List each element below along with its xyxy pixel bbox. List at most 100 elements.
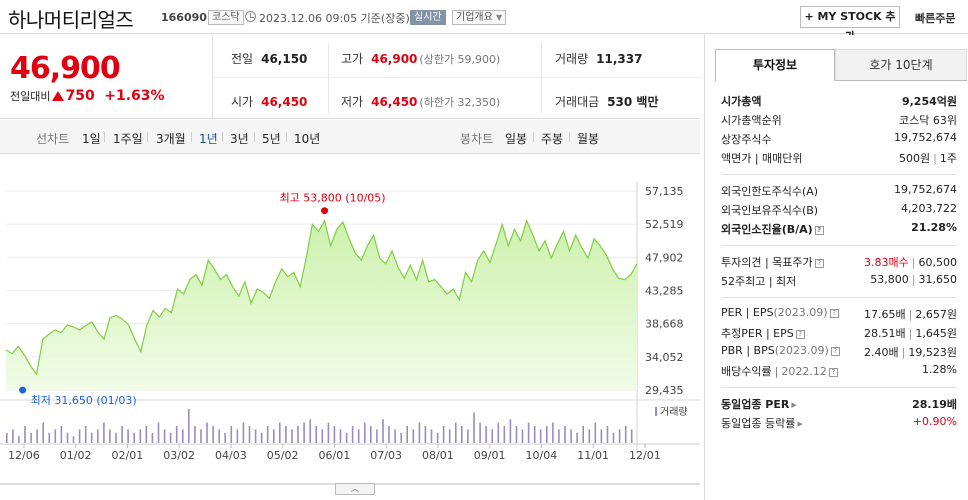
volume-bar [376,429,378,443]
volume-bar [546,426,548,443]
tab-1y[interactable]: 1년 [199,132,218,146]
y-tick-label: 38,668 [645,318,684,331]
low-price: 저가 46,450 (하한가 32,350) [341,95,501,109]
help-icon[interactable]: ? [829,309,839,318]
cap-rank-row: 시가총액순위 코스닥 63위 [721,114,957,127]
tab-5y[interactable]: 5년 [262,132,281,146]
volume-bar [606,426,609,443]
chart-collapse-button[interactable]: ︿ [335,483,375,495]
company-info-dropdown[interactable]: 기업개요 ▼ [452,10,507,25]
volume-bar [6,432,8,443]
up-triangle-icon [52,91,65,101]
est-per-row: 추정PER | EPS? 28.51배 | 1,645원 [721,327,957,340]
tab-invest-info[interactable]: 투자정보 [715,49,835,81]
volume-bar [66,432,69,443]
volume-bar [618,429,621,443]
volume-bar [430,429,433,443]
volume-bar [78,429,81,443]
volume-bar [351,426,354,443]
volume-bar [533,426,536,443]
sector-per-row[interactable]: 동일업종 PER ▶ 28.19배 [721,398,957,411]
volume-bar [115,432,117,443]
volume-bar [339,429,342,443]
volume-bar [84,426,87,443]
x-tick-label: 02/01 [112,449,144,462]
tab-monthly[interactable]: 월봉 [577,132,600,146]
volume-bar [455,422,457,443]
volume-bar [521,429,524,443]
volume-bar [42,422,44,443]
help-icon[interactable]: ? [830,347,840,356]
tab-3y[interactable]: 3년 [230,132,249,146]
volume-bar [576,432,578,443]
stock-name: 하나머티리얼즈 [8,8,134,32]
tab-3m[interactable]: 3개월 [156,132,186,146]
help-icon[interactable]: ? [828,368,838,377]
divider [254,132,255,142]
volume-bar [24,426,26,443]
x-tick-label: 06/01 [319,449,351,462]
prev-close: 전일 46,150 [231,52,308,66]
volume-bar [279,422,281,443]
price-chart: 57,135 52,519 47,902 43,285 38,668 34,052 29,4… [0,154,700,500]
tab-1w[interactable]: 1주일 [113,132,143,146]
volume-bar [582,426,584,443]
volume-bar [218,429,220,443]
tab-10y[interactable]: 10년 [294,132,321,146]
volume-bar [163,429,166,443]
volume-bar [327,422,330,443]
volume-bar [285,426,287,443]
volume-bar [309,419,311,443]
volume-bar [273,429,275,443]
volume-bar [600,429,603,443]
volume-bar [248,426,251,443]
volume-bar [400,432,402,443]
divider [328,43,329,113]
volume-bar [418,422,421,443]
x-tick-label: 08/01 [422,449,454,462]
volume-bar [188,409,190,443]
divider [104,132,105,142]
volume-bar [479,422,481,443]
foreign-hold-row: 외국인보유주식수(B) 4,203,722 [721,202,957,217]
opinion-row: 투자의견 | 목표주가? 3.83매수 | 60,500 [721,256,957,269]
volume-bar [461,426,463,443]
volume-bar [260,432,263,443]
volume-legend-swatch [655,407,657,416]
help-icon[interactable]: ? [795,330,805,339]
volume-bar [612,432,615,443]
tab-order-book[interactable]: 호가 10단계 [835,49,967,81]
price-area [6,220,637,390]
add-my-stock-button[interactable]: + MY STOCK 추가 [800,6,900,43]
x-tick-label: 12/06 [8,449,40,462]
stock-code: 166090 [161,11,207,24]
y-tick-label: 29,435 [645,384,684,397]
volume-bar [333,426,336,443]
pbr-bps-row: PBR | BPS(2023.09)? 2.40배 | 19,523원 [721,344,957,359]
dividend-row: 배당수익률 | 2022.12? 1.28% [721,363,957,378]
volume-bar [564,426,566,443]
line-chart-label: 선차트 [36,132,70,146]
volume-bar [442,426,445,443]
volume-bar [436,432,439,443]
realtime-badge[interactable]: 실시간 [410,10,446,25]
tab-weekly[interactable]: 주봉 [541,132,564,146]
help-icon[interactable]: ? [814,259,824,268]
quick-order-button[interactable]: 빠른주문 [915,12,956,25]
caret-right-icon: ▶ [797,420,803,428]
help-icon[interactable]: ? [814,226,824,235]
listed-shares-row: 상장주식수 19,752,674 [721,131,957,146]
price-change: 전일대비 750 +1.63% [10,88,165,104]
volume-bar [121,426,123,443]
volume-bar [200,429,202,443]
tab-1d[interactable]: 1일 [82,132,101,146]
volume-bar [12,429,14,443]
per-eps-row: PER | EPS(2023.09)? 17.65배 | 2,657원 [721,306,957,321]
tab-daily[interactable]: 일봉 [505,132,528,146]
volume-bar [527,422,530,443]
volume-bar [509,419,512,443]
sector-rate-row[interactable]: 동일업종 등락률 ▶ +0.90% [721,415,957,430]
volume-bar [364,422,366,443]
volume-bar [90,432,93,443]
volume-bar [424,426,427,443]
